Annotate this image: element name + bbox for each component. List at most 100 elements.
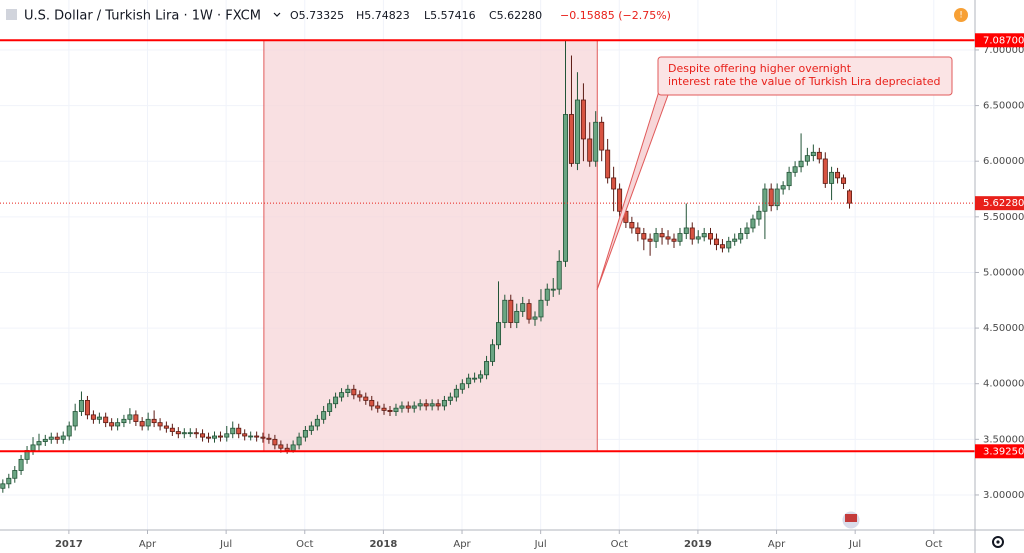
candle-body (387, 410, 393, 412)
x-tick-label: Jul (219, 539, 232, 550)
candle-body (593, 121, 599, 162)
candle-body (308, 425, 314, 431)
candle-body (829, 171, 835, 184)
candle-body (139, 421, 145, 427)
candle-body (163, 425, 169, 429)
x-tick-label: Jul (534, 539, 547, 550)
candle-body (18, 458, 24, 471)
y-tick-label: 6.00000 (983, 156, 1024, 167)
candle-body (351, 388, 357, 396)
candle-body (429, 403, 435, 407)
price-tag (975, 196, 1024, 211)
candle-body (563, 114, 569, 262)
candle-body (36, 441, 42, 446)
event-flag[interactable] (841, 510, 861, 530)
alert-icon[interactable] (954, 8, 968, 22)
candle-body (121, 418, 127, 424)
candle-body (574, 99, 580, 164)
y-tick-label: 5.00000 (983, 267, 1024, 278)
level-tag (975, 33, 1024, 48)
level-tag-label: 3.39250 (983, 446, 1024, 457)
candle-body (399, 405, 405, 409)
annotation-line: interest rate the value of Turkish Lira … (668, 75, 941, 88)
candle-body (0, 483, 6, 489)
candle-body (738, 233, 744, 240)
candle-body (66, 425, 72, 437)
candle-body (671, 238, 677, 242)
candle-body (266, 437, 272, 440)
candle-body (314, 418, 320, 427)
candle-body (810, 151, 816, 157)
candle-body (224, 433, 230, 438)
candle-body (580, 99, 586, 140)
x-tick-label: Apr (139, 539, 157, 550)
candle-body (647, 238, 653, 242)
candle-body (641, 233, 647, 240)
candle-body (635, 227, 641, 234)
candle-body (369, 399, 375, 407)
candle-body (103, 416, 109, 424)
candle-body (544, 288, 550, 301)
candle-body (375, 405, 381, 409)
candle-body (254, 435, 260, 438)
x-tick-label: Oct (925, 539, 942, 550)
level-tag (975, 444, 1024, 459)
candle-body (339, 392, 345, 398)
y-axis: 3.00000 3.50000 4.00000 4.50000 5.00000 5.500… (975, 45, 1024, 501)
candle-body (236, 427, 242, 435)
candle-body (792, 166, 798, 173)
candle-body (774, 188, 780, 207)
candle-body (756, 210, 762, 220)
candle-body (423, 403, 429, 407)
candle-body (115, 422, 121, 427)
candle-body (798, 160, 804, 168)
candle-body (290, 444, 296, 451)
candle-body (193, 432, 199, 435)
candle-body (181, 432, 187, 435)
highlight-region (263, 39, 598, 452)
candle-body (744, 227, 750, 234)
settings[interactable] (992, 536, 1004, 548)
candle-body (478, 374, 484, 379)
candle-body (96, 416, 102, 420)
candle-body (556, 260, 562, 290)
y-tick-label: 5.50000 (983, 212, 1024, 223)
candle-body (127, 414, 133, 420)
candle-body (695, 236, 701, 240)
candle-body (12, 470, 18, 479)
price-tag-label: 5.62280 (983, 198, 1024, 209)
x-axis: 2017 Apr Jul Oct 2018 Apr Jul Oct 2019 Apr Jul Oct (55, 530, 943, 550)
header: U.S. Dollar / Turkish Lira · 1W · FXCM O… (6, 8, 968, 24)
candle-body (822, 158, 828, 184)
candle-body (532, 316, 538, 320)
y-tick-label: 7.00000 (983, 45, 1024, 56)
candle-body (707, 233, 713, 240)
candle-body (133, 414, 139, 422)
ohlc-open: O5.73325 (290, 9, 344, 22)
candle-body (659, 233, 665, 238)
symbol-title: U.S. Dollar / Turkish Lira · 1W · FXCM (24, 9, 261, 24)
candle-body (587, 138, 593, 162)
candle-body (217, 435, 223, 438)
candle-body (242, 433, 248, 437)
x-tick-label: Oct (296, 539, 313, 550)
y-tick-label: 6.50000 (983, 101, 1024, 112)
candle-body (302, 430, 308, 438)
candle-body (145, 418, 151, 427)
level-tag-label: 7.08700 (983, 35, 1024, 46)
candle-body (780, 185, 786, 190)
candle-body (109, 422, 115, 427)
candle-body (447, 396, 453, 401)
candle-body (732, 238, 738, 242)
candle-body (435, 403, 441, 407)
candle-body (357, 394, 363, 398)
x-tick-label: Apr (768, 539, 786, 550)
gear-icon[interactable] (992, 536, 1004, 548)
candle-body (187, 432, 193, 435)
candle-body (726, 240, 732, 249)
candle-body (345, 388, 351, 394)
candle-body (502, 299, 508, 323)
candle-body (472, 377, 478, 380)
candle-body (90, 414, 96, 420)
